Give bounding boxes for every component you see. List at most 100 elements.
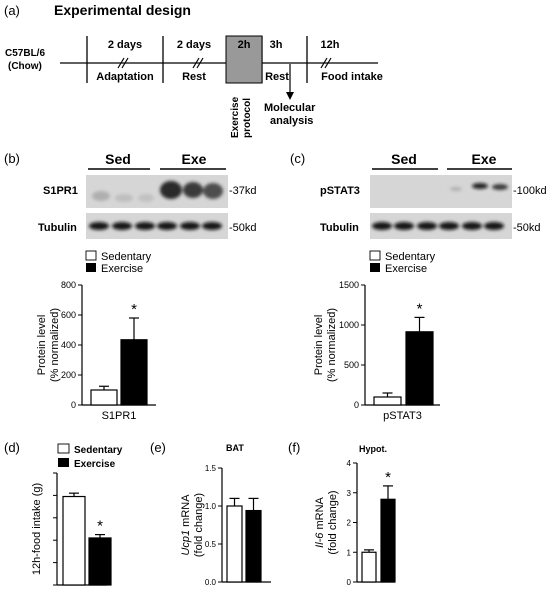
blot-bands bbox=[89, 222, 222, 230]
bar-exercise bbox=[120, 339, 148, 406]
y-tick-label: 500 bbox=[344, 360, 359, 370]
group-sed-label-b: Sed bbox=[105, 151, 131, 167]
blot-row2-label-c: Tubulin bbox=[320, 222, 359, 234]
blot-band bbox=[394, 222, 414, 230]
y-axis-label-rest: mRNA bbox=[314, 496, 326, 532]
blot-band bbox=[112, 222, 132, 230]
panel-c: (c) Sed Exe pSTAT3 Tubulin -100kd -50kd … bbox=[290, 151, 547, 422]
chart-c: 0 500 1000 1500 * pSTAT3 Protein level (% norma… bbox=[313, 280, 440, 422]
y-axis-label-line2: (fold change) bbox=[327, 490, 339, 554]
blot-row2-label-b: Tubulin bbox=[38, 222, 77, 234]
panel-c-letter: (c) bbox=[290, 151, 305, 166]
x-axis-label: pSTAT3 bbox=[383, 410, 422, 422]
break-mark-1 bbox=[117, 57, 129, 69]
panel-d: (d) Sedentary Exercise * 12h-food intake … bbox=[4, 440, 123, 586]
y-tick-label: 4 bbox=[347, 459, 352, 468]
arrow-head-icon bbox=[286, 92, 294, 100]
exercise-protocol-label-line1: Exercise bbox=[230, 96, 241, 138]
y-axis-label-gene: Il-6 bbox=[314, 532, 326, 548]
panel-f-letter: (f) bbox=[288, 440, 300, 455]
y-tick-label: 1000 bbox=[339, 320, 359, 330]
y-tick-label: 0 bbox=[71, 400, 76, 410]
phase-duration-1: 2 days bbox=[108, 39, 142, 51]
y-tick-label: 0 bbox=[354, 400, 359, 410]
legend-label-exercise-b: Exercise bbox=[101, 263, 143, 275]
phase-duration-2: 2 days bbox=[177, 39, 211, 51]
group-exe-label-c: Exe bbox=[472, 151, 497, 167]
y-axis-label-line2: (% normalized) bbox=[326, 308, 338, 382]
break-mark-3 bbox=[320, 57, 332, 69]
significance-star: * bbox=[97, 518, 103, 535]
blot-band bbox=[202, 222, 222, 230]
strain-line2: (Chow) bbox=[8, 61, 42, 72]
exercise-protocol-box bbox=[225, 35, 263, 84]
y-axis-label: Il-6 mRNA bbox=[314, 496, 326, 547]
phase-label-4: Rest bbox=[265, 71, 289, 83]
panel-a-title: Experimental design bbox=[54, 2, 191, 18]
blot-band bbox=[203, 183, 223, 199]
phase-duration-4: 3h bbox=[270, 39, 283, 51]
blot-band bbox=[472, 183, 488, 189]
legend-label-sedentary-c: Sedentary bbox=[385, 251, 436, 263]
bar-sedentary bbox=[226, 505, 243, 583]
y-tick-label: 3 bbox=[347, 489, 352, 498]
blot-row2-kd-b: -50kd bbox=[229, 222, 257, 234]
chart-title: Hypot. bbox=[359, 444, 387, 454]
blot-row2-kd-c: -50kd bbox=[513, 222, 541, 234]
break-mark-2 bbox=[192, 57, 204, 69]
y-tick-label: 0 bbox=[347, 578, 352, 587]
y-tick-label: 1 bbox=[347, 548, 352, 557]
y-axis-label-gene: Ucp1 bbox=[180, 530, 192, 556]
phase-label-1: Adaptation bbox=[96, 71, 154, 83]
bar-exercise bbox=[405, 331, 434, 406]
blot-band bbox=[89, 222, 109, 230]
group-exe-label-b: Exe bbox=[182, 151, 207, 167]
y-tick-label: 0.5 bbox=[205, 540, 217, 549]
strain-line1: C57BL/6 bbox=[5, 48, 45, 59]
blot-band bbox=[450, 187, 462, 191]
panel-d-letter: (d) bbox=[4, 440, 20, 455]
chart-d: * 12h-food intake (g) bbox=[31, 472, 112, 586]
blot-band bbox=[160, 181, 182, 199]
phase-label-5: Food intake bbox=[321, 71, 383, 83]
blot-tubulin-c bbox=[370, 213, 512, 239]
legend-label-sedentary-b: Sedentary bbox=[101, 251, 152, 263]
chart-b: 0 200 400 600 800 * S1PR1 Protein level (% norma… bbox=[36, 280, 156, 422]
legend-label-exercise-d: Exercise bbox=[74, 459, 116, 470]
significance-star: * bbox=[385, 469, 391, 486]
blot-bands bbox=[92, 181, 223, 202]
blot-band bbox=[439, 222, 459, 230]
x-axis-label: S1PR1 bbox=[102, 410, 137, 422]
y-axis-label-rest: mRNA bbox=[180, 494, 192, 530]
legend-label-exercise-c: Exercise bbox=[385, 263, 427, 275]
panel-a-letter: (a) bbox=[4, 3, 20, 18]
blot-band bbox=[417, 222, 437, 230]
blot-band bbox=[484, 222, 504, 230]
panel-a: (a) Experimental design C57BL/6 (Chow) 2… bbox=[4, 2, 383, 138]
chart-title: BAT bbox=[226, 443, 244, 453]
y-tick-label: 1.0 bbox=[205, 502, 217, 511]
panel-f: (f) 0 1 2 3 4 * Hypot. Il-6 mRNA (fold change) bbox=[288, 440, 396, 587]
y-tick-label: 600 bbox=[61, 310, 76, 320]
significance-star: * bbox=[131, 301, 137, 318]
bar-exercise bbox=[245, 509, 262, 583]
bar-sedentary bbox=[62, 495, 86, 586]
legend-swatch-exercise-c bbox=[370, 263, 380, 272]
blot-row1-kd-b: -37kd bbox=[229, 185, 257, 197]
chart-e: 0.0 0.5 1.0 1.5 BAT Ucp1 mRNA (fold change) bbox=[180, 443, 271, 587]
bar-sedentary bbox=[361, 551, 377, 583]
blot-tubulin-b bbox=[86, 213, 228, 239]
y-axis-label: Ucp1 mRNA bbox=[180, 494, 192, 556]
blot-band bbox=[180, 222, 200, 230]
blot-bands bbox=[450, 183, 508, 191]
y-axis-label-line2: (fold change) bbox=[193, 493, 205, 557]
blot-band bbox=[135, 222, 155, 230]
molecular-analysis-line1: Molecular bbox=[264, 102, 316, 114]
y-tick-label: 800 bbox=[61, 280, 76, 290]
bar-sedentary bbox=[90, 389, 118, 406]
y-tick-label: 0.0 bbox=[205, 578, 217, 587]
blot-band bbox=[183, 182, 203, 198]
panel-e: (e) 0.0 0.5 1.0 1.5 BAT Ucp1 mRNA (fold change… bbox=[150, 440, 271, 587]
significance-star: * bbox=[417, 300, 423, 317]
